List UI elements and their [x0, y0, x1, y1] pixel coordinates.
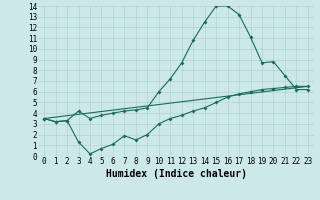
X-axis label: Humidex (Indice chaleur): Humidex (Indice chaleur) [106, 169, 246, 179]
